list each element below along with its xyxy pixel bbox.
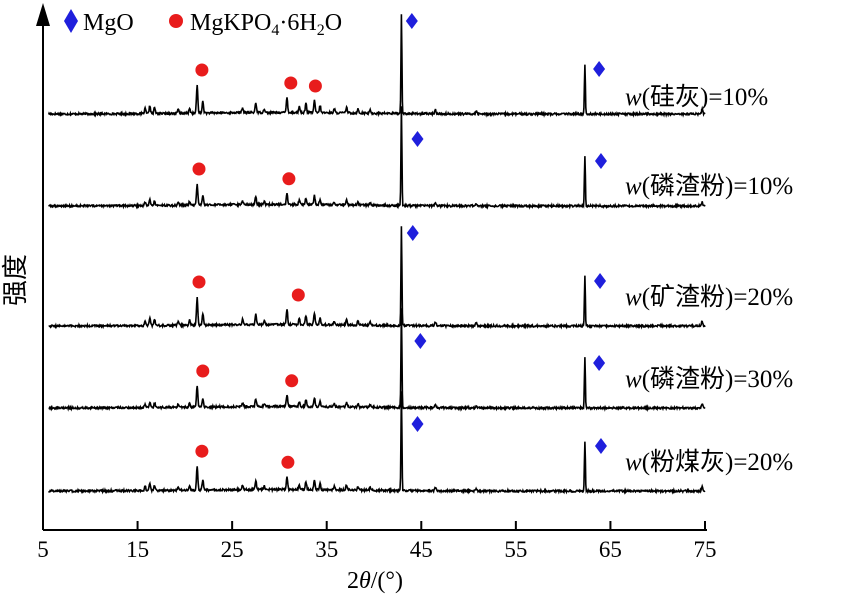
- mgo-peak-marker: [593, 355, 606, 371]
- x-tick-label: 15: [126, 537, 149, 562]
- mgo-peak-marker: [593, 61, 606, 77]
- xrd-series-line: [48, 308, 706, 413]
- xrd-series-line: [48, 106, 706, 210]
- series-group: [47, 14, 706, 495]
- series-label-text: (磷渣粉)=30%: [642, 365, 794, 393]
- series-label-text: (磷渣粉)=10%: [642, 172, 794, 200]
- series-label-var: w: [625, 173, 642, 200]
- y-axis-arrow: [36, 3, 50, 26]
- mkp-peak-marker: [282, 172, 296, 186]
- legend-mkp-marker: [169, 14, 183, 28]
- series-label: w(硅灰)=10%: [625, 83, 768, 111]
- series-label-var: w: [625, 284, 642, 311]
- mkp-peak-marker: [195, 63, 209, 77]
- mkp-peak-marker: [192, 275, 206, 289]
- mkp-peak-marker: [281, 455, 295, 469]
- mgo-peak-marker: [414, 333, 427, 349]
- x-tick-label: 65: [599, 537, 622, 562]
- series-label-text: (硅灰)=10%: [642, 83, 769, 111]
- legend: MgO MgKPO4·6H2O: [64, 9, 342, 39]
- xrd-series-line: [48, 226, 706, 330]
- y-axis-label: 强度: [1, 254, 30, 306]
- mgo-peak-marker: [594, 273, 607, 289]
- mgo-peak-marker: [594, 153, 607, 169]
- x-tick-label: 5: [37, 537, 49, 562]
- series-label-text: (粉煤灰)=20%: [642, 448, 794, 476]
- series-labels: w(硅灰)=10%w(磷渣粉)=10%w(矿渣粉)=20%w(磷渣粉)=30%w…: [625, 83, 793, 476]
- mkp-peak-marker: [308, 79, 322, 93]
- mkp-peak-marker: [195, 444, 209, 458]
- mgo-peak-marker: [405, 13, 418, 29]
- x-tick-label: 75: [694, 537, 717, 562]
- x-ticks: 5 15 25 35 45 55 65 75: [37, 521, 717, 562]
- legend-mgo-label: MgO: [83, 10, 134, 36]
- mkp-peak-marker: [285, 374, 299, 388]
- mgo-peak-marker: [411, 131, 424, 147]
- mkp-peak-marker: [284, 76, 298, 90]
- mkp-peak-marker: [196, 364, 210, 378]
- mgo-peak-marker: [411, 416, 424, 432]
- mkp-peak-marker: [192, 162, 206, 176]
- mgo-peak-marker: [594, 438, 607, 454]
- series-label: w(矿渣粉)=20%: [625, 283, 793, 311]
- legend-mkp-label: MgKPO4·6H2O: [190, 10, 342, 39]
- x-tick-label: 45: [410, 537, 433, 562]
- series-label-var: w: [625, 84, 642, 111]
- series-label-var: w: [625, 366, 642, 393]
- legend-mgo-marker: [64, 9, 78, 33]
- series-label: w(粉煤灰)=20%: [625, 448, 793, 476]
- mgo-peak-marker: [406, 225, 419, 241]
- x-axis-label: 2θ/(°): [347, 568, 403, 594]
- x-tick-label: 25: [221, 537, 244, 562]
- x-tick-label: 55: [504, 537, 527, 562]
- series-label: w(磷渣粉)=30%: [625, 365, 793, 393]
- xrd-series-line: [47, 14, 706, 119]
- series-label: w(磷渣粉)=10%: [625, 172, 793, 200]
- series-label-var: w: [625, 449, 642, 476]
- series-label-text: (矿渣粉)=20%: [642, 283, 794, 311]
- markers-group: [192, 13, 607, 469]
- mkp-peak-marker: [291, 288, 305, 302]
- x-tick-label: 35: [315, 537, 338, 562]
- xrd-series-line: [48, 391, 706, 495]
